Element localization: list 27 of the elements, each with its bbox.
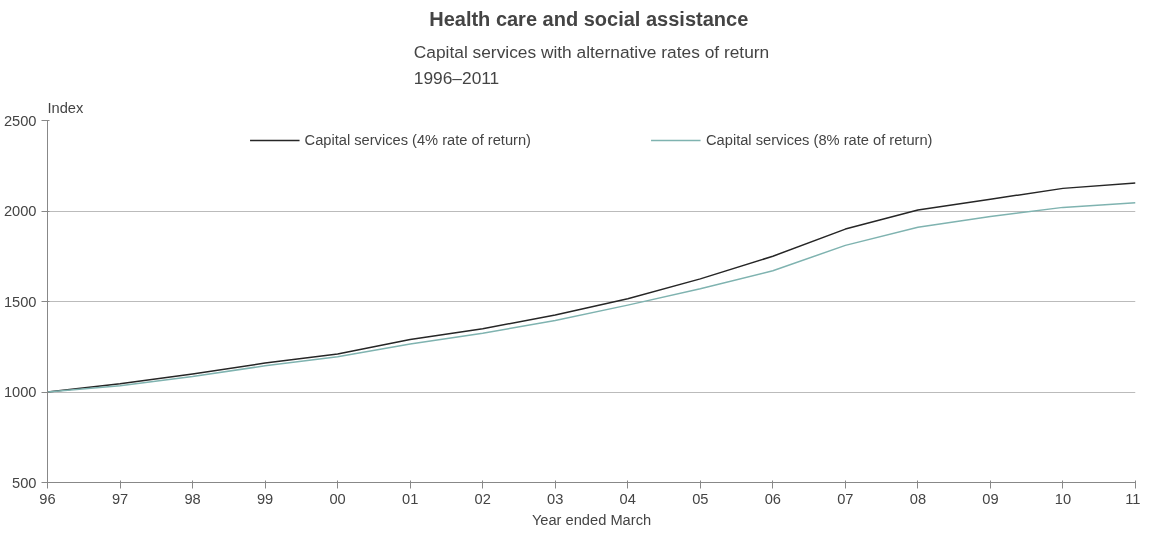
y-tick-label: 2000 (3, 203, 37, 219)
x-tick-label: 00 (329, 490, 346, 507)
x-tick-label: 04 (619, 490, 636, 507)
x-tick-label: 97 (111, 490, 129, 507)
x-tick-label: 11 (1125, 490, 1141, 507)
x-tick-label: 01 (402, 490, 419, 507)
x-tick-label: 10 (1054, 490, 1072, 507)
y-tick-label: 2500 (3, 112, 37, 129)
x-axis-title: Year ended March (531, 511, 652, 528)
x-tick-label: 06 (764, 490, 781, 507)
x-tick-label: 99 (256, 490, 274, 507)
x-tick-label: 98 (184, 490, 201, 507)
y-tick-label: 500 (12, 474, 37, 491)
x-tick-label: 03 (547, 490, 564, 507)
x-tick-label: 05 (692, 490, 709, 507)
x-tick-label: 07 (837, 490, 854, 507)
chart-title: Health care and social assistance (429, 7, 749, 30)
y-tick-label: 1000 (3, 384, 37, 400)
x-tick-label: 96 (39, 490, 56, 507)
y-tick-label: 1500 (3, 293, 37, 310)
legend-label: Capital services (4% rate of return) (304, 132, 531, 148)
x-tick-label: 02 (474, 490, 491, 507)
legend-label: Capital services (8% rate of return) (706, 132, 933, 148)
x-tick-label: 09 (982, 490, 999, 507)
x-tick-label: 08 (909, 490, 927, 507)
chart-subtitle: Capital services with alternative rates of return 1996–2011 (413, 41, 770, 88)
y-axis-title: Index (47, 99, 85, 116)
